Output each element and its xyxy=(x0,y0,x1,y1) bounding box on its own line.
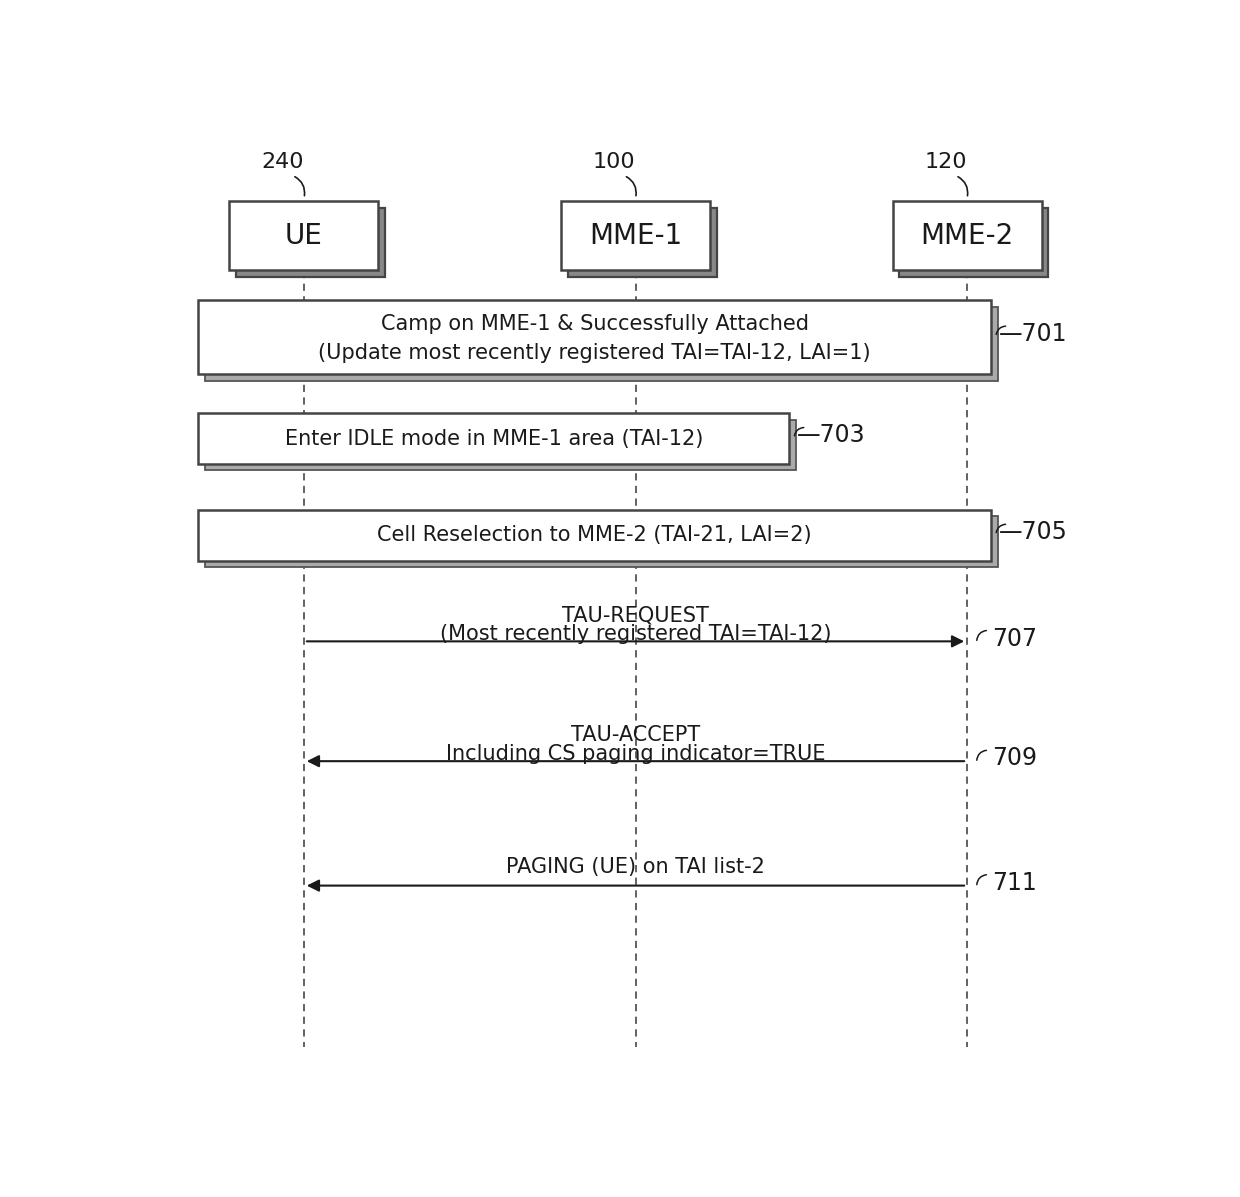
Bar xyxy=(899,208,1048,277)
Text: 711: 711 xyxy=(992,871,1037,895)
Text: —703: —703 xyxy=(797,423,866,446)
Bar xyxy=(229,201,378,271)
Text: MME-2: MME-2 xyxy=(920,221,1013,250)
Text: PAGING (UE) on TAI list-2: PAGING (UE) on TAI list-2 xyxy=(506,857,765,877)
Bar xyxy=(893,201,1042,271)
Bar xyxy=(568,208,717,277)
Bar xyxy=(198,510,991,560)
Bar xyxy=(198,413,789,464)
Text: Including CS paging indicator=TRUE: Including CS paging indicator=TRUE xyxy=(445,743,826,764)
Text: (Update most recently registered TAI=TAI-12, LAI=1): (Update most recently registered TAI=TAI… xyxy=(319,342,870,363)
Text: Camp on MME-1 & Successfully Attached: Camp on MME-1 & Successfully Attached xyxy=(381,315,808,334)
Text: Cell Reselection to MME-2 (TAI-21, LAI=2): Cell Reselection to MME-2 (TAI-21, LAI=2… xyxy=(377,525,812,546)
Text: —701: —701 xyxy=(998,322,1068,346)
Text: TAU-REQUEST: TAU-REQUEST xyxy=(562,606,709,626)
Text: TAU-ACCEPT: TAU-ACCEPT xyxy=(570,725,701,746)
Text: 707: 707 xyxy=(992,626,1037,651)
Bar xyxy=(205,420,796,470)
Text: —705: —705 xyxy=(998,519,1068,543)
Bar xyxy=(198,300,991,375)
Text: 709: 709 xyxy=(992,747,1037,771)
Text: (Most recently registered TAI=TAI-12): (Most recently registered TAI=TAI-12) xyxy=(440,624,831,644)
Text: Enter IDLE mode in MME-1 area (TAI-12): Enter IDLE mode in MME-1 area (TAI-12) xyxy=(284,429,703,449)
Bar xyxy=(560,201,711,271)
Bar xyxy=(205,516,998,567)
Bar xyxy=(205,306,998,381)
Text: 100: 100 xyxy=(593,152,636,171)
Text: 240: 240 xyxy=(262,152,304,171)
Text: UE: UE xyxy=(285,221,322,250)
Text: 120: 120 xyxy=(925,152,967,171)
Text: MME-1: MME-1 xyxy=(589,221,682,250)
Bar xyxy=(236,208,386,277)
